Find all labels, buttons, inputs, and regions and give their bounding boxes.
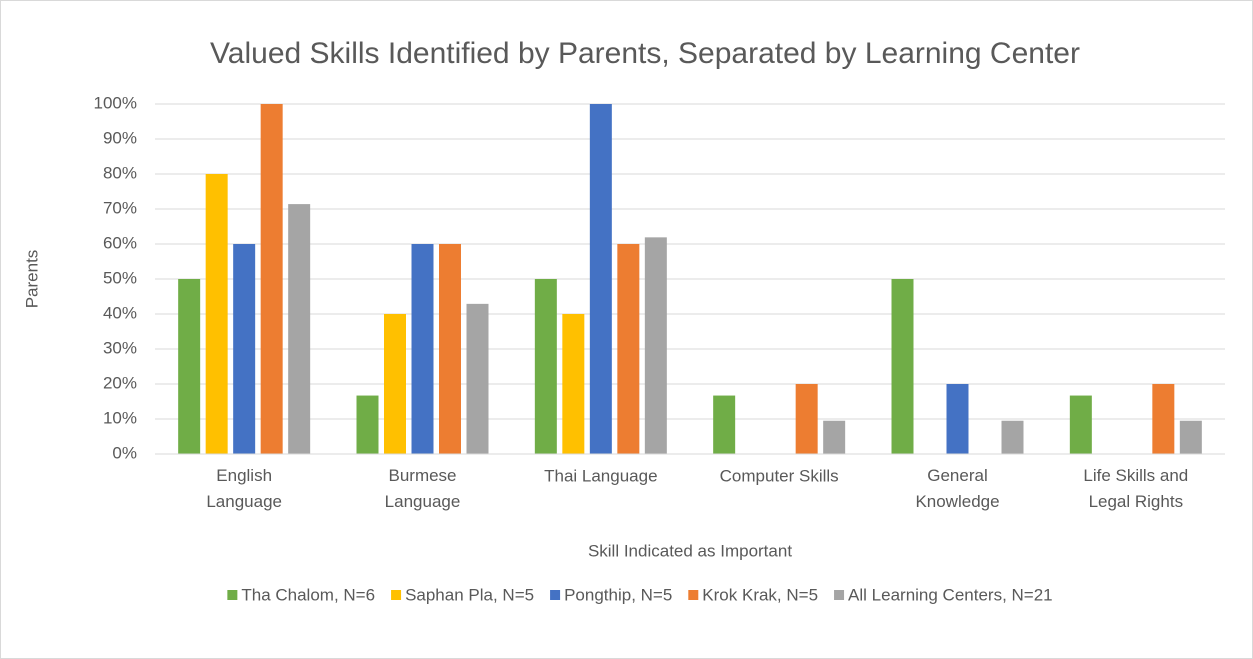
x-tick-label: Life Skills and Legal Rights [1083,466,1188,511]
legend-swatch [834,590,845,600]
legend-swatch [688,590,699,600]
bar [1152,384,1175,454]
x-tick-label: General Knowledge [915,466,999,511]
bar [411,244,434,454]
legend-label: Pongthip, N=5 [564,585,672,604]
x-tick-label: English Language [206,466,282,511]
y-tick-label: 10% [103,408,137,427]
legend-label: Tha Chalom, N=6 [241,585,375,604]
y-tick-label: 100% [94,93,137,112]
y-tick-label: 40% [103,303,137,322]
bar [823,420,846,454]
bar [795,384,818,454]
legend-label: Saphan Pla, N=5 [405,585,534,604]
bar [713,395,736,454]
y-tick-label: 60% [103,233,137,252]
x-tick-label: Burmese Language [385,466,461,511]
bar [466,303,489,454]
bar [1179,420,1202,454]
chart-title: Valued Skills Identified by Parents, Sep… [210,37,1080,70]
x-tick-label: Computer Skills [720,466,839,485]
bar [439,244,461,454]
x-axis-title: Skill Indicated as Important [588,541,792,560]
y-tick-label: 70% [103,198,137,217]
y-tick-label: 50% [103,268,137,287]
bar [288,204,311,454]
y-tick-label: 0% [112,443,137,462]
y-tick-label: 20% [103,373,137,392]
legend-swatch [550,590,561,600]
bar [205,174,228,454]
y-tick-label: 80% [103,163,137,182]
legend-label: Krok Krak, N=5 [702,585,818,604]
bar [644,237,667,454]
y-axis-title: Parents [22,250,41,309]
bar [178,279,201,454]
bar [1069,395,1092,454]
legend-swatch [227,590,238,600]
bar [891,279,914,454]
bar [946,384,969,454]
legend-label: All Learning Centers, N=21 [848,585,1053,604]
bar [589,104,612,454]
bar [562,314,585,454]
bar [356,395,379,454]
y-tick-label: 30% [103,338,137,357]
bar [1001,420,1024,454]
bar [233,244,256,454]
bar [534,279,557,454]
bar [384,314,406,454]
bar [617,244,640,454]
legend-swatch [391,590,402,600]
bar [260,104,283,454]
x-tick-label: Thai Language [544,466,657,485]
y-tick-label: 90% [103,128,137,147]
